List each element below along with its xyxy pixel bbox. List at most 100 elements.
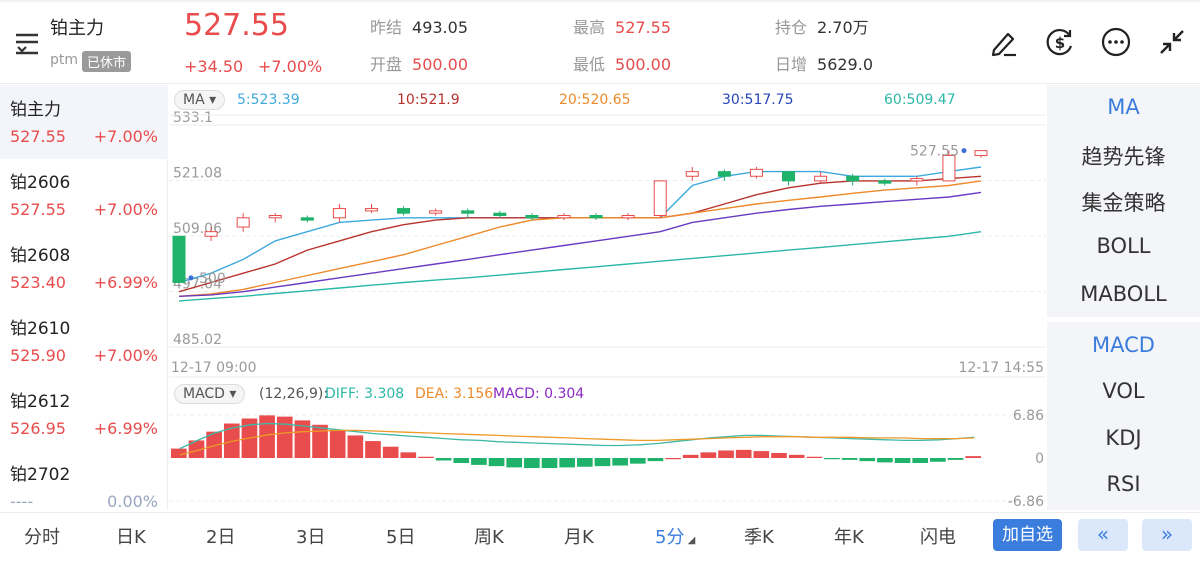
macd-bar-negative [859,458,876,462]
ma10-legend: 10:521.9 [397,92,460,108]
ma20-line [178,180,982,297]
quote-header: 铂主力 ptm 已休市 527.55 +34.50 +7.00% 昨结 493.0… [0,0,1200,84]
macd-bar-negative [877,458,893,463]
macd-bar-negative [559,458,575,468]
tab-weekly[interactable]: 周K [474,527,504,548]
candle-up [236,217,250,228]
macd-axis-label: -6.86 [1008,494,1044,510]
tab-yearly[interactable]: 年K [834,527,864,548]
macd-bar-negative [577,458,593,467]
candle-down [525,214,539,219]
contract-item-main[interactable]: 铂主力 527.55 +7.00% [0,85,168,159]
low-price-label: 500 [199,271,226,287]
tab-3day[interactable]: 3日 [296,527,326,548]
add-watchlist-button[interactable]: 加自选 [993,519,1062,551]
candle-down [846,175,860,182]
macd-bar-negative [488,458,505,467]
candle-up [653,180,667,216]
contract-menu-icon[interactable] [14,30,42,56]
price-axis-label: 521.08 [173,166,222,182]
macd-axis-label: 0 [1035,451,1044,467]
macd-bar-positive [718,450,734,458]
macd-bar-positive [788,454,805,458]
time-start-label: 12-17 09:00 [171,360,256,376]
stat-open-interest: 持仓 2.70万 [775,18,869,37]
contract-item-2606[interactable]: 铂2606 527.55 +7.00% [10,173,158,219]
macd-bar-positive [965,456,981,458]
price-change: +34.50 [184,57,244,76]
prev-contract-button[interactable]: « [1078,519,1128,551]
macd-diff: DIFF: 3.308 [325,386,405,402]
macd-bar-positive [294,420,311,458]
indicator-vol[interactable]: VOL [1102,379,1145,403]
macd-bar-negative [647,458,664,462]
ma-selector[interactable]: MA ▾ [174,90,226,110]
macd-bar-negative [612,458,628,466]
collapse-icon[interactable] [1156,26,1188,58]
high-marker [961,148,967,154]
candle-down [397,208,411,214]
stat-high: 最高 527.55 [573,18,671,37]
candle-up [685,171,699,177]
contract-item-2612[interactable]: 铂2612 526.95 +6.99% [10,392,158,438]
candle-down [782,171,796,182]
candle-up [364,208,378,212]
price-axis-label: 485.02 [173,332,222,348]
indicator-rsi[interactable]: RSI [1106,472,1141,496]
candle-down [461,210,475,214]
indicator-fund-strategy[interactable]: 集金策略 [1081,191,1166,215]
indicator-ma[interactable]: MA [1107,95,1140,119]
dea-line [179,429,975,456]
tab-intraday[interactable]: 分时 [24,527,60,548]
indicator-boll[interactable]: BOLL [1096,234,1151,258]
macd-bar-negative [930,458,946,462]
macd-bar-positive [259,415,275,458]
tab-5min[interactable]: 5分 ◢ [655,527,696,548]
draw-pen-icon[interactable] [988,26,1020,58]
macd-bar-positive [771,452,787,458]
macd-bar-positive [206,431,222,458]
indicator-trend-pioneer[interactable]: 趋势先锋 [1081,145,1166,169]
indicator-maboll[interactable]: MABOLL [1080,282,1167,306]
double-chevron-right-icon: » [1160,522,1174,546]
candle-up [268,214,282,219]
indicator-kdj[interactable]: KDJ [1105,426,1142,450]
macd-bar-positive [700,452,717,458]
macd-selector[interactable]: MACD ▾ [174,384,246,404]
indicator-macd[interactable]: MACD [1092,333,1155,357]
macd-bar-negative [506,458,523,468]
candle-down [172,235,186,283]
ma30-line [178,191,982,297]
candle-up [429,210,443,214]
macd-bar-positive [418,456,434,458]
trade-dollar-icon[interactable]: $ [1044,26,1076,58]
tab-2day[interactable]: 2日 [206,527,236,548]
macd-bar-positive [171,448,187,458]
tab-quarterly[interactable]: 季K [744,527,774,548]
macd-bar-positive [365,441,381,458]
tab-monthly[interactable]: 月K [564,527,594,548]
more-icon[interactable] [1100,26,1132,58]
double-chevron-left-icon: « [1096,522,1110,546]
tab-daily[interactable]: 日K [116,527,146,548]
tab-5day[interactable]: 5日 [386,527,416,548]
contract-title[interactable]: 铂主力 [50,18,104,39]
macd-bar-positive [400,452,417,458]
kline-chart[interactable]: MA ▾ 5:523.39 10:521.9 20:520.65 30:517.… [169,85,1046,510]
ma5-legend: 5:523.39 [237,92,300,108]
contract-item-2608[interactable]: 铂2608 523.40 +6.99% [10,246,158,292]
macd-bar-negative [594,458,611,467]
contract-item-2610[interactable]: 铂2610 525.90 +7.00% [10,319,158,365]
contract-item-2702[interactable]: 铂2702 ---- 0.00% [10,465,158,511]
macd-bar-negative [541,458,558,469]
candle-up [204,231,218,237]
macd-bar-positive [188,440,205,458]
tab-flash[interactable]: 闪电 [920,527,956,548]
macd-bar-negative [453,458,470,464]
candle-up [621,214,635,219]
next-contract-button[interactable]: » [1142,519,1192,551]
high-price-label: 527.55 [910,144,959,160]
candle-up [557,214,571,219]
price-axis-label: 533.1 [173,110,213,126]
